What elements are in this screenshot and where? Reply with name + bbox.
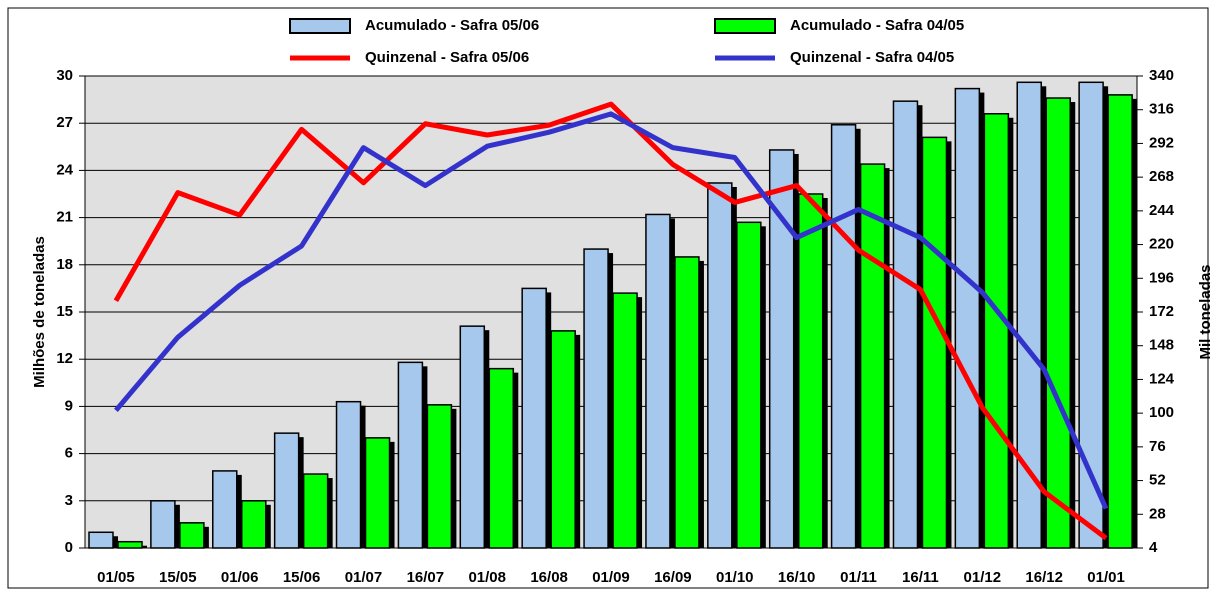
y-tick-label: 3 xyxy=(65,492,73,509)
bar xyxy=(488,367,515,549)
y2-tick-label: 292 xyxy=(1149,134,1174,151)
x-tick-label: 01/07 xyxy=(345,569,383,586)
y2-axis-title: Mil toneladas xyxy=(1197,264,1214,359)
bar xyxy=(797,193,824,549)
legend-swatch xyxy=(714,18,776,34)
bar xyxy=(397,361,424,549)
bar xyxy=(179,522,205,549)
y-tick-label: 27 xyxy=(56,114,73,131)
x-tick-label: 01/08 xyxy=(468,569,506,586)
legend-label: Quinzenal - Safra 04/05 xyxy=(790,49,954,66)
y-tick-label: 18 xyxy=(56,256,73,273)
y-tick-label: 15 xyxy=(56,303,73,320)
y2-tick-label: 148 xyxy=(1149,337,1174,354)
y-axis-title: Milhões de toneladas xyxy=(31,236,48,388)
line xyxy=(113,101,1108,541)
y-tick-label: 12 xyxy=(56,350,73,367)
line xyxy=(114,111,1109,510)
y2-tick-label: 340 xyxy=(1149,67,1174,84)
x-tick-label: 01/05 xyxy=(97,569,135,586)
bar xyxy=(1078,81,1104,549)
bar xyxy=(1045,97,1071,549)
x-tick-label: 15/06 xyxy=(283,569,321,586)
bar xyxy=(459,325,486,549)
bar xyxy=(645,213,671,549)
y2-tick-label: 220 xyxy=(1149,236,1174,253)
bar xyxy=(583,248,609,549)
x-tick-label: 01/06 xyxy=(221,569,259,586)
x-tick-label: 16/09 xyxy=(654,569,692,586)
y2-tick-label: 316 xyxy=(1149,101,1174,118)
bar xyxy=(521,287,547,549)
bar xyxy=(550,330,576,549)
bar xyxy=(88,531,114,549)
bar xyxy=(736,221,762,549)
x-tick-label: 01/11 xyxy=(840,569,877,586)
bar xyxy=(859,163,886,549)
bar xyxy=(830,124,857,549)
x-tick-label: 01/10 xyxy=(716,569,754,586)
y-tick-label: 0 xyxy=(65,539,73,556)
y2-tick-label: 244 xyxy=(1149,202,1175,219)
y-tick-label: 24 xyxy=(56,161,73,178)
y-tick-label: 9 xyxy=(65,397,73,414)
bar xyxy=(150,500,176,549)
bar xyxy=(1107,94,1133,549)
bar xyxy=(364,437,391,549)
legend-label: Acumulado - Safra 05/06 xyxy=(365,17,539,34)
bar xyxy=(241,500,267,549)
x-tick-label: 01/09 xyxy=(592,569,630,586)
bar xyxy=(426,404,453,549)
bar xyxy=(983,113,1010,549)
bar xyxy=(707,182,733,549)
y-tick-label: 30 xyxy=(56,67,73,84)
x-tick-label: 15/05 xyxy=(159,569,197,586)
x-tick-label: 16/10 xyxy=(778,569,816,586)
y2-tick-label: 196 xyxy=(1149,269,1174,286)
bar xyxy=(1016,81,1042,549)
bar xyxy=(335,400,362,549)
x-tick-label: 16/07 xyxy=(407,569,445,586)
y-tick-label: 21 xyxy=(56,209,73,226)
legend-swatch xyxy=(289,18,351,34)
bar xyxy=(117,540,143,549)
bar xyxy=(892,100,919,549)
x-tick-label: 16/11 xyxy=(902,569,939,586)
bar xyxy=(921,136,948,549)
y2-tick-label: 100 xyxy=(1149,404,1174,421)
y2-tick-label: 4 xyxy=(1149,539,1158,556)
y2-tick-label: 124 xyxy=(1149,370,1175,387)
bar xyxy=(612,292,638,549)
bar xyxy=(674,256,700,549)
y2-tick-label: 28 xyxy=(1149,505,1166,522)
legend-label: Acumulado - Safra 04/05 xyxy=(790,17,964,34)
x-tick-label: 16/08 xyxy=(530,569,568,586)
x-tick-label: 16/12 xyxy=(1025,569,1063,586)
bar xyxy=(273,432,300,549)
x-tick-label: 01/12 xyxy=(964,569,1002,586)
y2-tick-label: 268 xyxy=(1149,168,1174,185)
bar xyxy=(302,473,329,549)
x-tick-label: 01/01 xyxy=(1087,569,1125,586)
y-tick-label: 6 xyxy=(65,445,73,462)
bar xyxy=(954,87,981,549)
y2-tick-label: 76 xyxy=(1149,438,1166,455)
legend-label: Quinzenal - Safra 05/06 xyxy=(365,49,529,66)
y2-tick-label: 52 xyxy=(1149,472,1166,489)
y2-tick-label: 172 xyxy=(1149,303,1174,320)
bar xyxy=(212,470,238,549)
